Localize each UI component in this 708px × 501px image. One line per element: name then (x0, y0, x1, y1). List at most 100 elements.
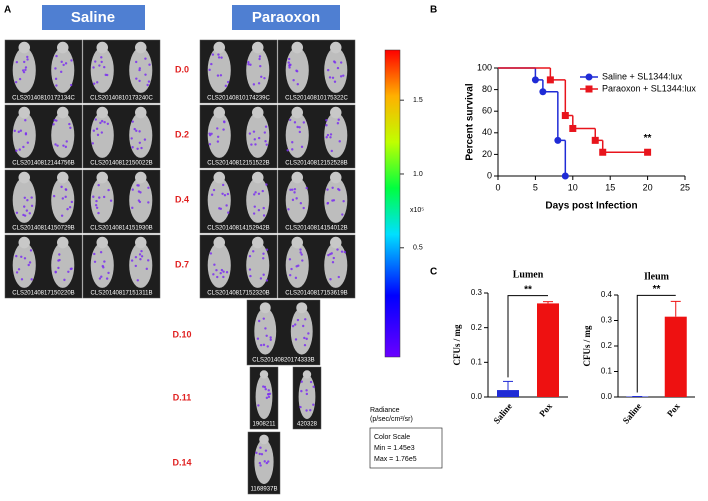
annotation: ** (524, 284, 532, 295)
image-id: CLS20140820174333B (252, 358, 314, 364)
signal (222, 128, 225, 131)
annotation: ** (644, 133, 652, 144)
signal (138, 253, 142, 256)
signal (135, 129, 138, 133)
signal (100, 119, 104, 123)
signal (15, 211, 19, 215)
signal (257, 136, 261, 140)
signal (249, 63, 252, 66)
signal (216, 140, 220, 143)
mouse (90, 47, 114, 93)
image-id: CLS20140812151522B (207, 161, 269, 167)
mouse (290, 307, 313, 355)
signal (100, 131, 104, 134)
signal (140, 255, 144, 258)
x-tick-label: Saline (491, 401, 514, 425)
mouse-head (296, 302, 308, 314)
mouse (207, 242, 231, 288)
image-id: CLS20140817153619B (285, 291, 347, 297)
mouse-head (134, 236, 147, 249)
signal (210, 193, 214, 196)
signal (331, 76, 335, 79)
signal (296, 125, 299, 129)
signal (325, 119, 328, 122)
signal (258, 55, 262, 58)
signal (105, 277, 109, 280)
y-tick-label: 40 (482, 127, 492, 137)
scale-min: Min = 1.45e3 (374, 445, 415, 452)
x-tick-label: 5 (533, 182, 538, 192)
colorbar-unit: (p/sec/cm²/sr) (370, 416, 413, 423)
signal (294, 276, 298, 280)
signal (305, 392, 309, 396)
signal (265, 334, 268, 338)
image-id: CLS20140810173240C (90, 96, 153, 102)
mouse-head (291, 41, 304, 54)
annotation: ** (653, 284, 661, 295)
signal (299, 202, 303, 205)
signal (258, 461, 262, 465)
signal (208, 133, 212, 137)
signal (287, 61, 290, 64)
x-tick-label: 10 (568, 182, 578, 192)
signal (134, 264, 137, 268)
signal (326, 202, 329, 205)
image-id: CLS20140817152320B (207, 291, 269, 297)
signal (265, 248, 269, 251)
signal (331, 261, 335, 264)
signal (254, 191, 257, 194)
image-id: CLS20140817150220B (12, 291, 74, 297)
signal (54, 67, 57, 70)
bar (497, 390, 519, 397)
signal (339, 61, 343, 64)
signal (134, 255, 138, 259)
signal (303, 343, 307, 347)
signal (20, 255, 23, 258)
signal (18, 77, 22, 81)
image-id: 420328 (297, 422, 318, 428)
image-id: 1908211 (253, 422, 277, 428)
signal (222, 275, 225, 279)
legend-marker (585, 85, 593, 93)
mouse (324, 177, 348, 223)
signal (26, 141, 30, 144)
signal (138, 141, 142, 144)
bar (664, 316, 687, 397)
signal (287, 57, 291, 61)
y-tick-label: 100 (477, 62, 492, 72)
x-tick-label: Pox (665, 401, 682, 419)
signal (20, 278, 24, 281)
color-bar (384, 49, 401, 358)
signal (131, 146, 134, 149)
signal (55, 84, 58, 87)
signal (139, 258, 142, 261)
mouse (51, 177, 75, 223)
mouse-head (329, 41, 342, 54)
mouse-head (291, 171, 304, 184)
mouse (129, 112, 153, 158)
signal (147, 80, 151, 83)
signal (138, 200, 142, 204)
signal (69, 126, 72, 130)
signal (300, 145, 304, 149)
signal (147, 201, 150, 204)
marker (591, 136, 599, 144)
signal (57, 266, 60, 270)
image-id: CLS20140817151311B (91, 291, 153, 297)
mouse-head (251, 106, 264, 119)
day-label: D.2 (175, 129, 189, 139)
signal (260, 75, 263, 78)
signal (52, 194, 56, 198)
signal (103, 121, 106, 124)
signal (254, 143, 257, 146)
colorbar-tick-label: 1.0 (413, 171, 423, 178)
signal (217, 56, 221, 59)
signal (248, 268, 252, 271)
signal (258, 57, 261, 61)
signal (269, 338, 272, 341)
signal (211, 53, 215, 56)
signal (300, 253, 303, 256)
signal (252, 130, 256, 133)
signal (209, 252, 213, 255)
signal (143, 138, 147, 141)
